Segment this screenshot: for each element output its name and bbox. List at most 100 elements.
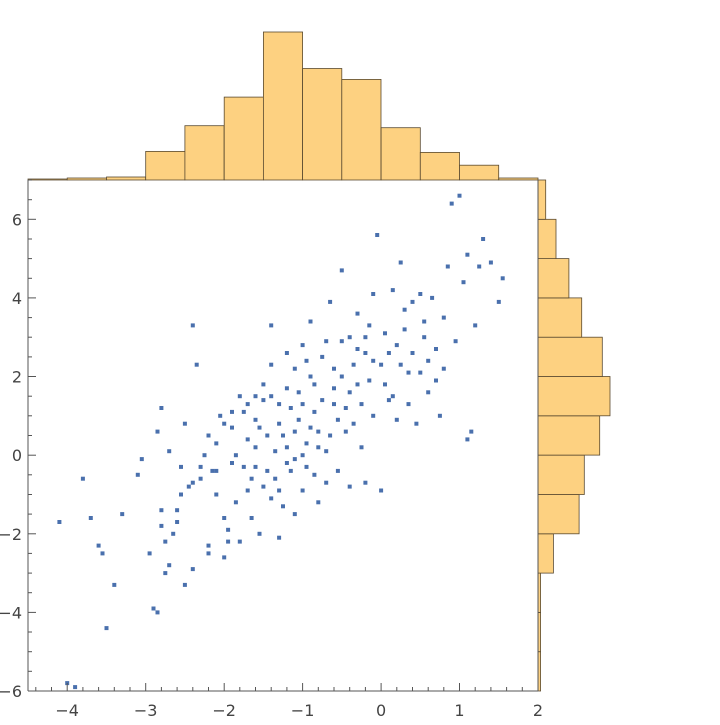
x-tick-label: −2 — [212, 701, 236, 720]
scatter-point — [222, 555, 227, 560]
scatter-point — [241, 464, 246, 469]
y-histogram-bar — [537, 179, 547, 220]
scatter-point — [206, 433, 211, 438]
scatter-point — [363, 351, 368, 355]
scatter-point — [339, 339, 344, 344]
scatter-point — [202, 453, 207, 458]
x-histogram-bar — [223, 96, 264, 181]
scatter-point — [488, 260, 493, 265]
scatter-point — [296, 390, 301, 395]
scatter-point — [155, 429, 160, 434]
y-histogram-bar — [537, 376, 611, 417]
scatter-point — [379, 362, 384, 367]
scatter-point — [363, 335, 368, 340]
scatter-point — [296, 417, 301, 422]
scatter-point — [214, 492, 219, 497]
scatter-point — [253, 445, 258, 450]
scatter-point — [151, 606, 156, 611]
scatter-point — [198, 476, 203, 481]
scatter-point — [316, 445, 321, 450]
scatter-points — [57, 193, 505, 690]
scatter-point — [241, 409, 246, 414]
x-histogram-bar — [459, 164, 500, 181]
scatter-point — [230, 461, 234, 465]
scatter-point — [335, 468, 340, 473]
scatter-point — [332, 366, 336, 371]
scatter-point — [288, 406, 293, 410]
x-histogram-bar — [145, 150, 186, 181]
scatter-point — [441, 366, 446, 371]
scatter-point — [347, 390, 352, 395]
scatter-point — [257, 531, 262, 536]
scatter-point — [371, 413, 376, 418]
scatter-point — [233, 500, 238, 505]
y-tick-label: −4 — [0, 603, 22, 622]
scatter-point — [355, 382, 360, 387]
scatter-point — [226, 539, 231, 544]
scatter-point — [269, 496, 274, 501]
scatter-point — [386, 398, 391, 403]
scatter-point — [308, 319, 313, 324]
scatter-point — [300, 343, 305, 348]
scatter-point — [410, 299, 415, 304]
x-tick-label: −1 — [291, 701, 315, 720]
scatter-point — [210, 468, 215, 473]
y-histogram-bar — [537, 494, 580, 535]
x-tick-label: −4 — [55, 701, 79, 720]
y-histogram-bar — [537, 297, 583, 338]
scatter-point — [112, 582, 117, 587]
scatter-point — [175, 520, 180, 524]
scatter-point — [304, 464, 309, 469]
scatter-point — [430, 295, 435, 300]
scatter-point — [269, 362, 274, 367]
x-tick-label: 2 — [533, 701, 543, 720]
scatter-point — [273, 449, 278, 454]
scatter-point — [253, 417, 258, 422]
scatter-point — [147, 551, 152, 556]
scatter-point — [300, 453, 305, 458]
scatter-point — [390, 394, 395, 399]
scatter-point — [269, 323, 274, 328]
scatter-point — [355, 311, 360, 316]
scatter-point — [308, 425, 313, 430]
scatter-point — [222, 516, 227, 520]
x-tick-label: 0 — [376, 701, 386, 720]
scatter-point — [284, 351, 289, 355]
scatter-point — [328, 299, 333, 304]
scatter-point — [190, 323, 195, 328]
scatter-point — [249, 516, 254, 520]
scatter-point — [253, 464, 258, 469]
x-histogram-bar — [184, 125, 225, 181]
scatter-point — [398, 362, 403, 367]
scatter-point — [398, 260, 403, 265]
scatter-point — [312, 472, 317, 477]
scatter-point — [167, 563, 172, 568]
y-tick-label: −2 — [0, 525, 22, 544]
scatter-point — [383, 331, 387, 336]
scatter-point — [426, 358, 431, 363]
scatter-point — [159, 508, 164, 513]
scatter-point — [214, 441, 219, 446]
scatter-point — [457, 193, 462, 198]
scatter-point — [351, 421, 356, 426]
scatter-point — [320, 398, 325, 403]
scatter-point — [324, 449, 329, 454]
scatter-point — [343, 406, 348, 410]
scatter-point — [265, 468, 270, 473]
scatter-point — [226, 527, 231, 532]
scatter-point — [465, 437, 470, 442]
scatter-point — [249, 476, 254, 481]
scatter-point — [281, 433, 285, 438]
scatter-point — [182, 582, 187, 587]
scatter-point — [159, 406, 164, 410]
scatter-point — [332, 402, 336, 407]
scatter-point — [155, 610, 160, 615]
scatter-point — [277, 421, 282, 426]
x-histogram-bar — [419, 151, 460, 181]
scatter-point — [88, 516, 93, 520]
scatter-point — [261, 398, 266, 403]
scatter-point — [379, 488, 384, 493]
scatter-point — [218, 413, 223, 418]
scatter-point — [453, 339, 458, 344]
scatter-point — [304, 441, 309, 446]
